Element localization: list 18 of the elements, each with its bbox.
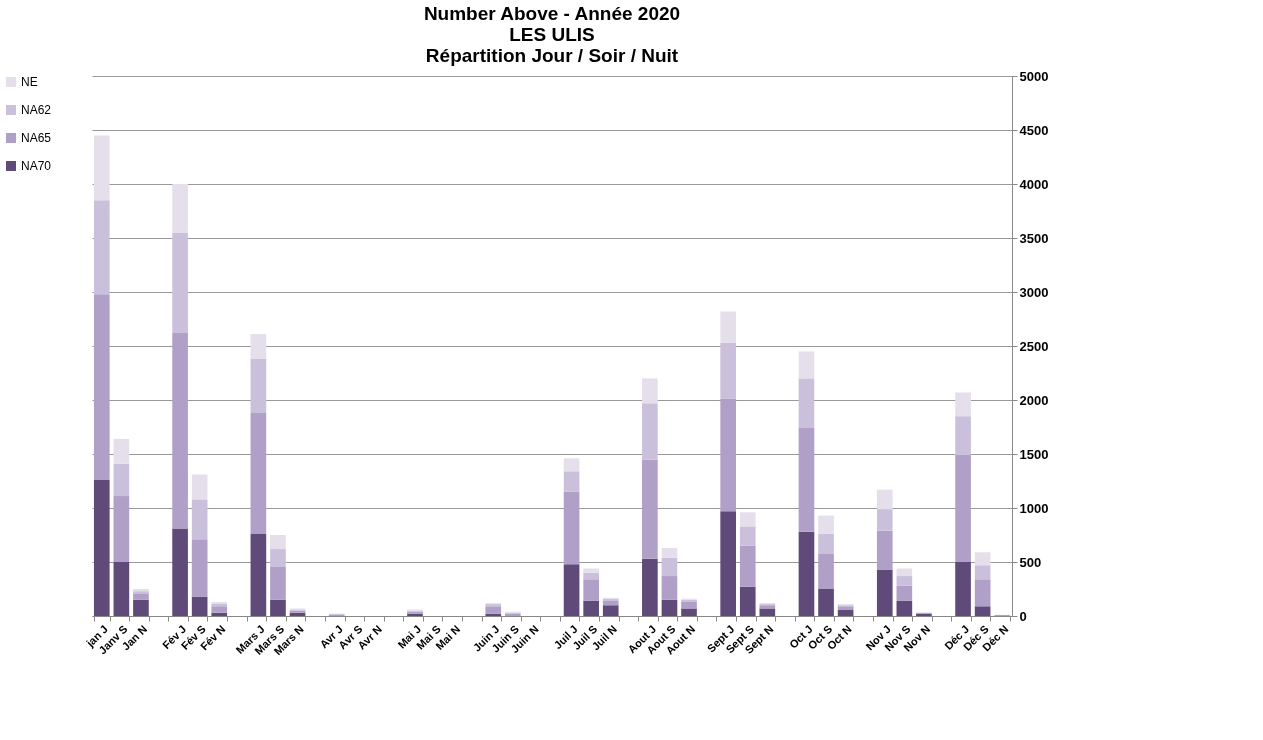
text: LES ULIS [509, 24, 595, 45]
y-tick-label: 1000 [1019, 500, 1049, 516]
y-tick-label: 5000 [1019, 68, 1049, 84]
y-tick-label: 3500 [1019, 230, 1049, 246]
text: Number Above - Année 2020 [423, 3, 681, 24]
y-tick-label: 0 [1019, 608, 1027, 624]
y-tick-label: 3000 [1019, 284, 1049, 300]
legend-label: NE [21, 75, 38, 89]
y-tick-label: 2500 [1019, 338, 1049, 354]
legend-label: NA62 [21, 103, 52, 117]
y-tick-label: 4500 [1019, 122, 1049, 138]
y-tick-label: 2000 [1019, 392, 1049, 408]
legend-label: NA70 [21, 159, 52, 173]
text: Répartition Jour / Soir / Nuit [425, 45, 679, 66]
y-tick-label: 4000 [1019, 176, 1049, 192]
y-tick-label: 500 [1019, 554, 1042, 570]
y-tick-label: 1500 [1019, 446, 1049, 462]
legend-label: NA65 [21, 131, 52, 145]
